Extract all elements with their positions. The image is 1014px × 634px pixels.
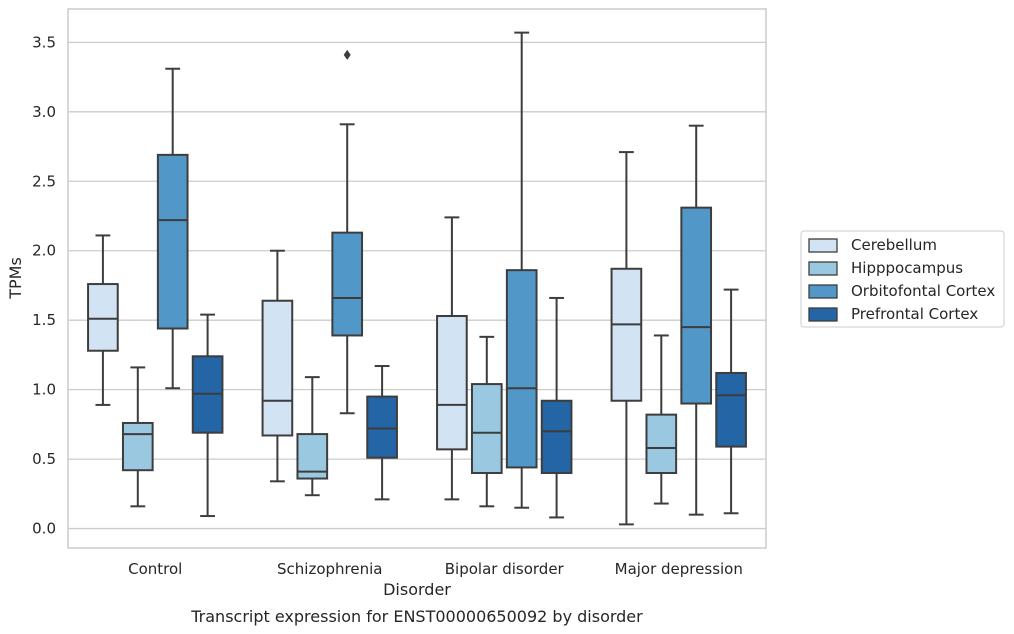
box-orbitofontal-cortex — [505, 31, 538, 509]
y-tick-label: 0.5 — [32, 450, 56, 468]
box-iqr — [645, 413, 678, 474]
plot-area-frame — [67, 8, 767, 549]
legend-label: Orbitofontal Cortex — [851, 282, 995, 300]
chart-caption: Transcript expression for ENST0000065009… — [190, 607, 643, 626]
box-iqr — [610, 267, 643, 402]
box-iqr — [505, 269, 538, 469]
legend-label: Hipppocampus — [851, 259, 963, 277]
box-prefrontal-cortex — [366, 365, 398, 501]
legend-swatch — [808, 238, 838, 253]
legend: Cerebellum Hipppocampus Orbitofontal Corte… — [800, 230, 1005, 328]
box-iqr — [540, 399, 573, 474]
box-iqr — [87, 283, 119, 352]
box-iqr — [261, 299, 294, 437]
y-tick-label: 1.5 — [32, 311, 56, 329]
y-axis-ticks: 0.0 0.5 1.0 1.5 2.0 2.5 3.0 3.5 — [32, 33, 56, 537]
box-iqr — [366, 395, 398, 459]
y-tick-label: 0.0 — [32, 520, 56, 538]
box-hipppocampus — [645, 334, 678, 505]
box-cerebellum — [261, 249, 294, 483]
box-iqr — [331, 231, 364, 337]
box-hipppocampus — [121, 366, 154, 508]
box-iqr — [715, 371, 747, 448]
box-layer — [87, 31, 747, 526]
box-iqr — [156, 153, 189, 330]
y-tick-label: 2.0 — [32, 242, 56, 260]
box-prefrontal-cortex — [540, 296, 573, 519]
legend-swatch — [808, 284, 838, 299]
y-axis-title: TPMs — [6, 257, 25, 300]
legend-swatch — [808, 261, 838, 276]
box-iqr — [680, 206, 713, 405]
legend-label: Prefrontal Cortex — [851, 305, 978, 323]
y-tick-label: 3.0 — [32, 103, 56, 121]
x-axis-ticks: Control Schizophrenia Bipolar disorder Majo… — [128, 560, 743, 578]
outlier-point — [343, 49, 351, 60]
x-tick-label: Major depression — [615, 560, 743, 578]
box-prefrontal-cortex — [715, 288, 747, 515]
legend-swatch — [808, 307, 838, 322]
y-tick-label: 1.0 — [32, 381, 56, 399]
box-orbitofontal-cortex — [331, 49, 364, 415]
box-cerebellum — [436, 216, 468, 501]
box-orbitofontal-cortex — [680, 124, 713, 516]
legend-label: Cerebellum — [851, 236, 937, 254]
y-tick-label: 3.5 — [32, 33, 56, 51]
box-iqr — [121, 421, 154, 472]
x-axis-title: Disorder — [383, 580, 451, 599]
box-hipppocampus — [470, 335, 503, 508]
box-hipppocampus — [296, 376, 329, 497]
x-tick-label: Control — [128, 560, 182, 578]
box-cerebellum — [87, 234, 119, 406]
y-tick-label: 2.5 — [32, 172, 56, 190]
x-tick-label: Schizophrenia — [277, 560, 382, 578]
box-iqr — [470, 383, 503, 474]
box-cerebellum — [610, 151, 643, 526]
x-tick-label: Bipolar disorder — [445, 560, 565, 578]
legend-frame — [800, 230, 1005, 328]
box-iqr — [436, 315, 468, 451]
box-orbitofontal-cortex — [156, 67, 189, 390]
box-prefrontal-cortex — [191, 313, 224, 518]
